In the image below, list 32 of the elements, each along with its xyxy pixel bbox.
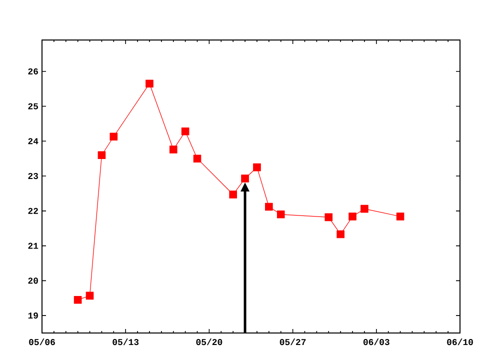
point bbox=[324, 213, 333, 222]
point bbox=[348, 212, 356, 220]
point bbox=[86, 292, 94, 300]
point bbox=[265, 202, 273, 211]
y-tick-label: 25 bbox=[28, 103, 38, 110]
point bbox=[193, 154, 202, 162]
x-tick-label: 05/27 bbox=[280, 338, 306, 346]
point bbox=[276, 210, 285, 218]
point bbox=[241, 174, 249, 182]
y-tick-label: 19 bbox=[28, 312, 38, 319]
x-tick-label: 05/13 bbox=[112, 338, 139, 346]
x-tick-label: 06/03 bbox=[363, 338, 390, 346]
x-tick-label: 06/10 bbox=[447, 338, 473, 346]
y-tick-label: 26 bbox=[28, 68, 38, 74]
y-tick-label: 21 bbox=[28, 242, 38, 249]
y-tick-label: 23 bbox=[28, 172, 38, 180]
point bbox=[336, 230, 344, 238]
point bbox=[169, 146, 178, 154]
y-tick-label: 24 bbox=[28, 138, 38, 144]
point bbox=[360, 204, 368, 213]
point bbox=[110, 132, 118, 141]
y-tick-label: 20 bbox=[28, 278, 38, 284]
point bbox=[181, 127, 190, 136]
point bbox=[229, 190, 237, 198]
point bbox=[98, 151, 106, 160]
point bbox=[253, 163, 261, 172]
y-tick-label: 22 bbox=[28, 208, 38, 214]
point bbox=[74, 296, 82, 304]
point bbox=[396, 212, 404, 220]
point bbox=[146, 80, 154, 88]
x-tick-label: 05/06 bbox=[29, 338, 55, 346]
x-tick-label: 05/20 bbox=[196, 338, 222, 346]
